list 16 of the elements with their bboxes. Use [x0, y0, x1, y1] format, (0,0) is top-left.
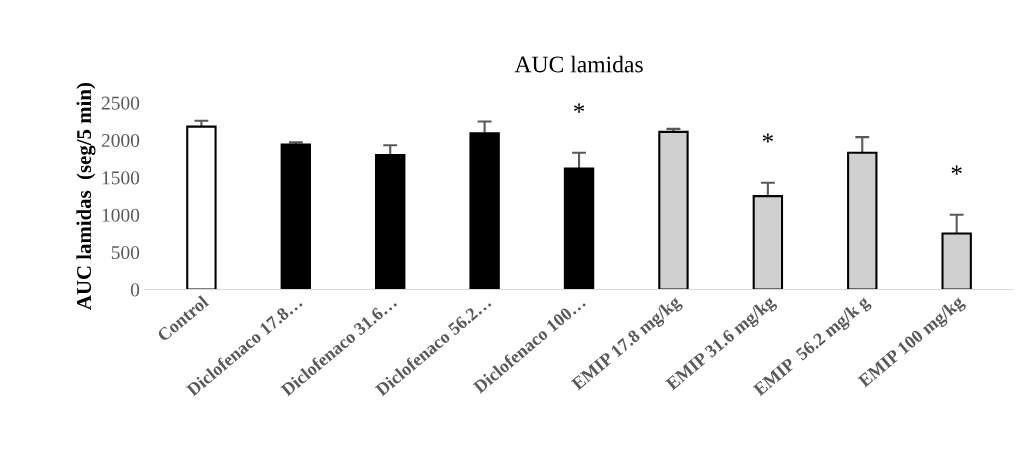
bar — [563, 167, 595, 290]
y-tick-label: 500 — [111, 246, 140, 260]
bar — [375, 154, 406, 290]
data-label: * — [762, 133, 773, 143]
y-tick-label: 1500 — [102, 171, 140, 185]
y-tick-label: 2500 — [101, 96, 140, 110]
bar — [469, 132, 500, 290]
bar — [280, 143, 312, 290]
chart-title: AUC lamidas — [514, 55, 643, 73]
bar — [186, 125, 217, 290]
y-tick-label: 1000 — [102, 208, 140, 222]
data-label: * — [951, 165, 962, 175]
data-label: * — [574, 103, 585, 113]
y-tick-label: 2000 — [101, 133, 140, 148]
y-axis-title: AUC lamidas (seg/5 min) — [76, 83, 96, 310]
y-tick-label: 0 — [130, 283, 140, 297]
